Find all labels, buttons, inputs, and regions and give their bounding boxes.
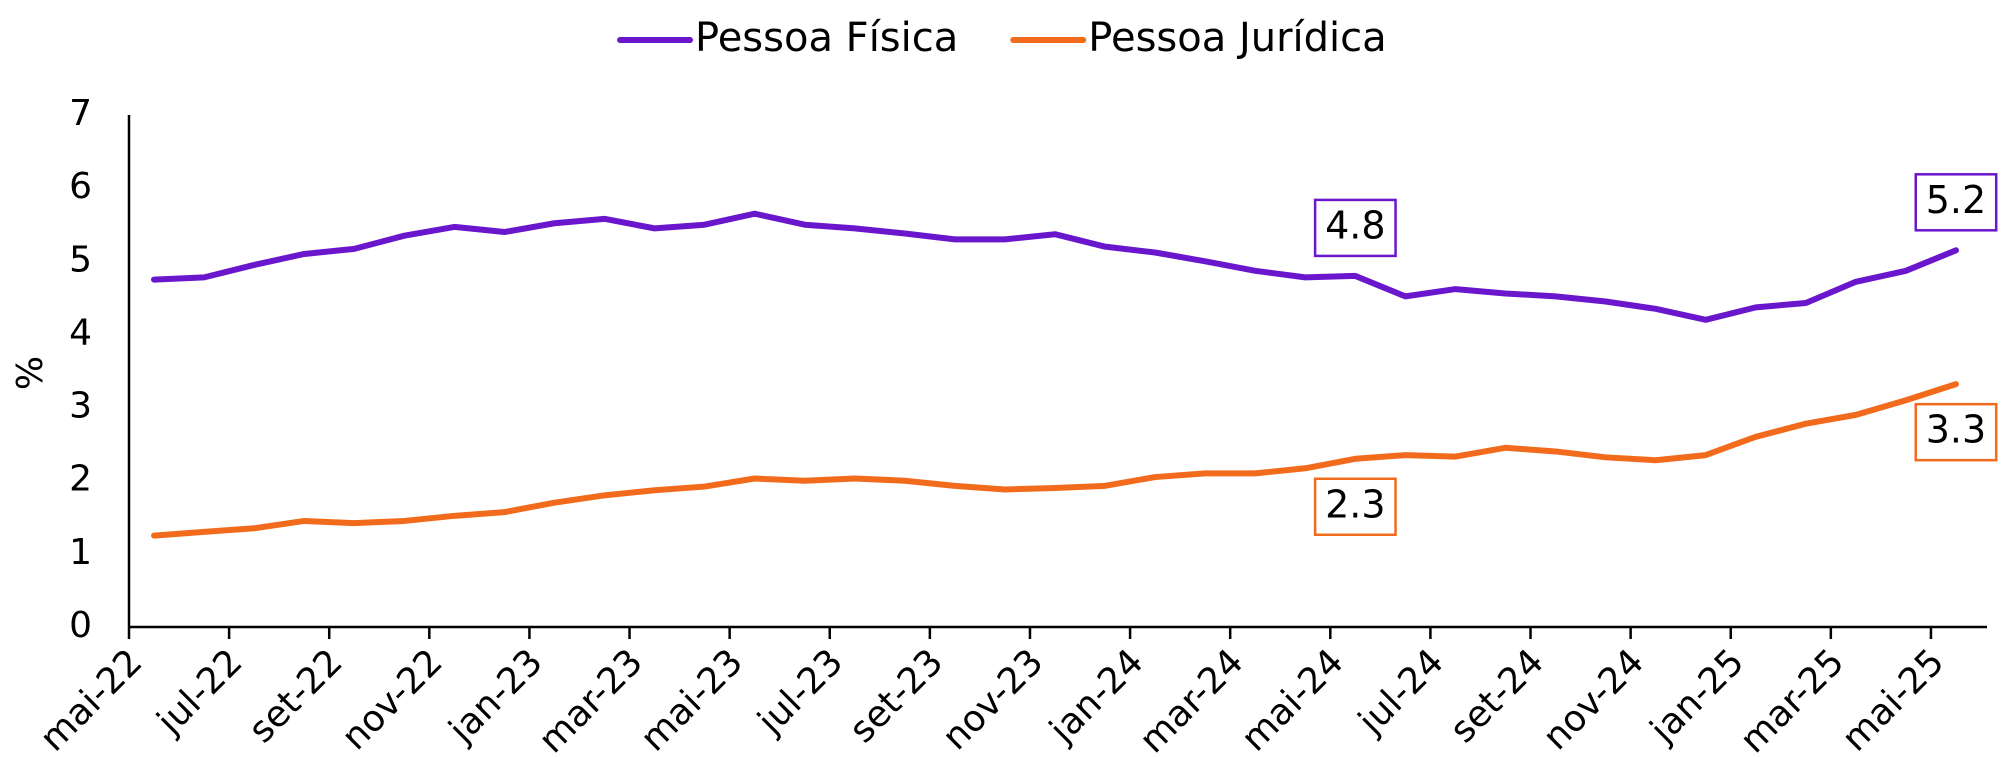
value-label-text: 5.2 [1926, 178, 1986, 222]
x-tick-label: mar-23 [531, 641, 651, 757]
y-tick-label: 3 [69, 386, 92, 427]
value-label-box [1914, 173, 1998, 232]
y-tick-label: 4 [69, 312, 92, 353]
series-line [151, 210, 1959, 323]
y-tick-label: 7 [69, 93, 92, 134]
legend-label: Pessoa Jurídica [1088, 15, 1386, 61]
y-tick-label: 1 [69, 532, 92, 573]
value-label-box [1914, 402, 1998, 462]
series-line [151, 381, 1959, 539]
value-label-text: 2.3 [1325, 482, 1385, 526]
x-tick-label: mai-25 [1834, 641, 1952, 757]
value-label-text: 3.3 [1926, 408, 1986, 452]
x-tick-label: mai-23 [633, 641, 751, 757]
y-axis-label: % [10, 356, 51, 390]
value-label: 2.3 [1313, 477, 1397, 537]
legend-label: Pessoa Física [695, 15, 958, 61]
y-tick-label: 2 [69, 459, 92, 500]
x-tick-label: set-23 [842, 641, 951, 750]
value-label: 5.2 [1914, 173, 1998, 232]
value-label: 4.8 [1313, 198, 1397, 258]
x-tick-label: set-22 [241, 641, 350, 750]
x-tick-label: jul-22 [149, 641, 251, 743]
x-tick-label: mar-24 [1132, 641, 1252, 757]
value-label-box [1313, 477, 1397, 537]
y-tick-label: 5 [69, 239, 92, 280]
x-tick-label: nov-22 [334, 641, 451, 757]
y-tick-label: 6 [69, 166, 92, 207]
x-tick-label: mai-22 [32, 641, 150, 757]
value-label: 3.3 [1914, 402, 1998, 462]
value-label-box [1313, 198, 1397, 258]
x-tick-label: nov-24 [1535, 641, 1652, 757]
x-tick-label: mai-24 [1234, 641, 1352, 757]
x-tick-label: jul-24 [1350, 641, 1452, 743]
x-tick-label: nov-23 [935, 641, 1052, 757]
value-label-text: 4.8 [1325, 203, 1385, 247]
y-tick-label: 0 [69, 605, 92, 646]
x-tick-label: mar-25 [1732, 641, 1852, 757]
x-tick-label: set-24 [1442, 641, 1551, 750]
x-tick-label: jul-23 [750, 641, 852, 743]
